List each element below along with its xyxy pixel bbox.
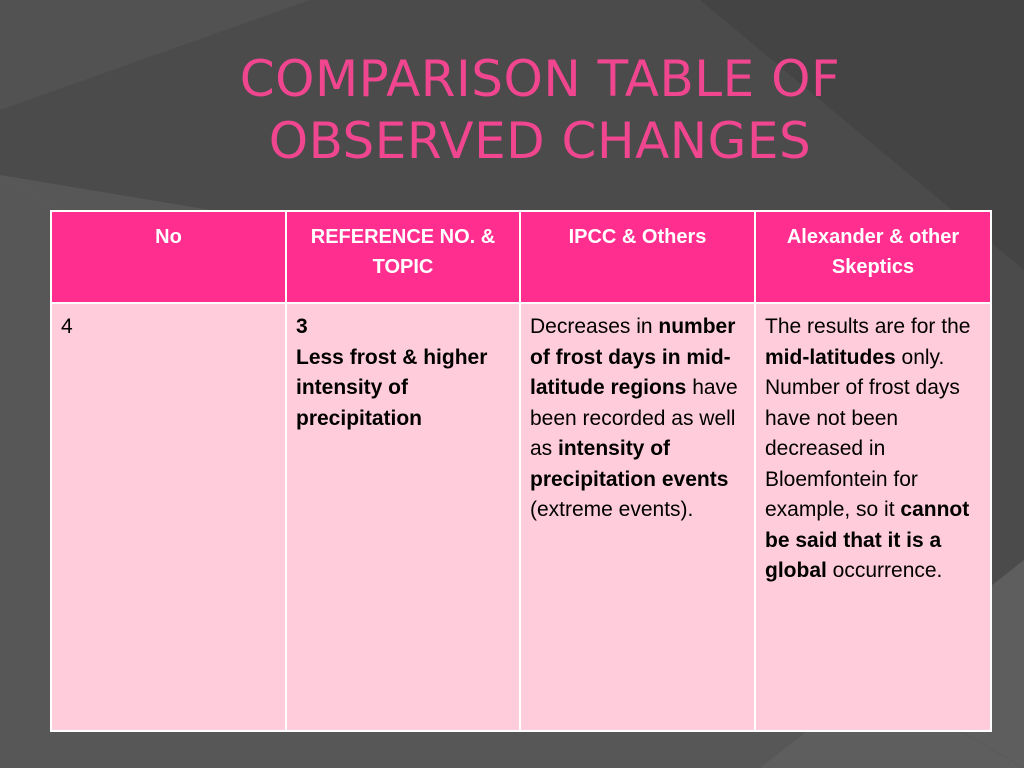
cell-skeptics: The results are for the mid-latitudes on… (754, 302, 992, 732)
cell-ipcc: Decreases in number of frost days in mid… (519, 302, 756, 732)
ipcc-text-1: Decreases in (530, 315, 659, 338)
slide-title: COMPARISON TABLE OF OBSERVED CHANGES (120, 48, 960, 172)
skeptics-bold-1: mid-latitudes (765, 345, 896, 369)
skeptics-bold-2: cannot be said that it is a global (765, 498, 970, 582)
header-skeptics: Alexander & other Skeptics (754, 210, 992, 304)
reference-topic: Less frost & higher intensity of precipi… (296, 345, 488, 430)
ipcc-text-2: have been recorded as well as (530, 376, 738, 460)
skeptics-text-3: occurrence. (826, 559, 943, 582)
table-row: 4 3 Less frost & higher intensity of pre… (50, 302, 992, 732)
header-reference: REFERENCE NO. & TOPIC (285, 210, 521, 304)
cell-reference: 3 Less frost & higher intensity of preci… (285, 302, 521, 732)
reference-number: 3 (296, 315, 308, 338)
ipcc-bold-1: number of frost days in mid-latitude reg… (530, 315, 736, 399)
skeptics-text-1: The results are for the (765, 315, 971, 338)
cell-no: 4 (50, 302, 287, 732)
header-ipcc: IPCC & Others (519, 210, 756, 304)
comparison-table: No REFERENCE NO. & TOPIC IPCC & Others A… (50, 210, 992, 732)
table-header-row: No REFERENCE NO. & TOPIC IPCC & Others A… (50, 210, 992, 304)
title-line-2: OBSERVED CHANGES (268, 112, 812, 170)
ipcc-bold-2: intensity of precipitation events (530, 437, 729, 491)
title-line-1: COMPARISON TABLE OF (239, 50, 841, 108)
header-no: No (50, 210, 287, 304)
skeptics-text-2: only. Number of frost days have not been… (765, 345, 960, 522)
ipcc-text-3: (extreme events). (530, 498, 694, 521)
